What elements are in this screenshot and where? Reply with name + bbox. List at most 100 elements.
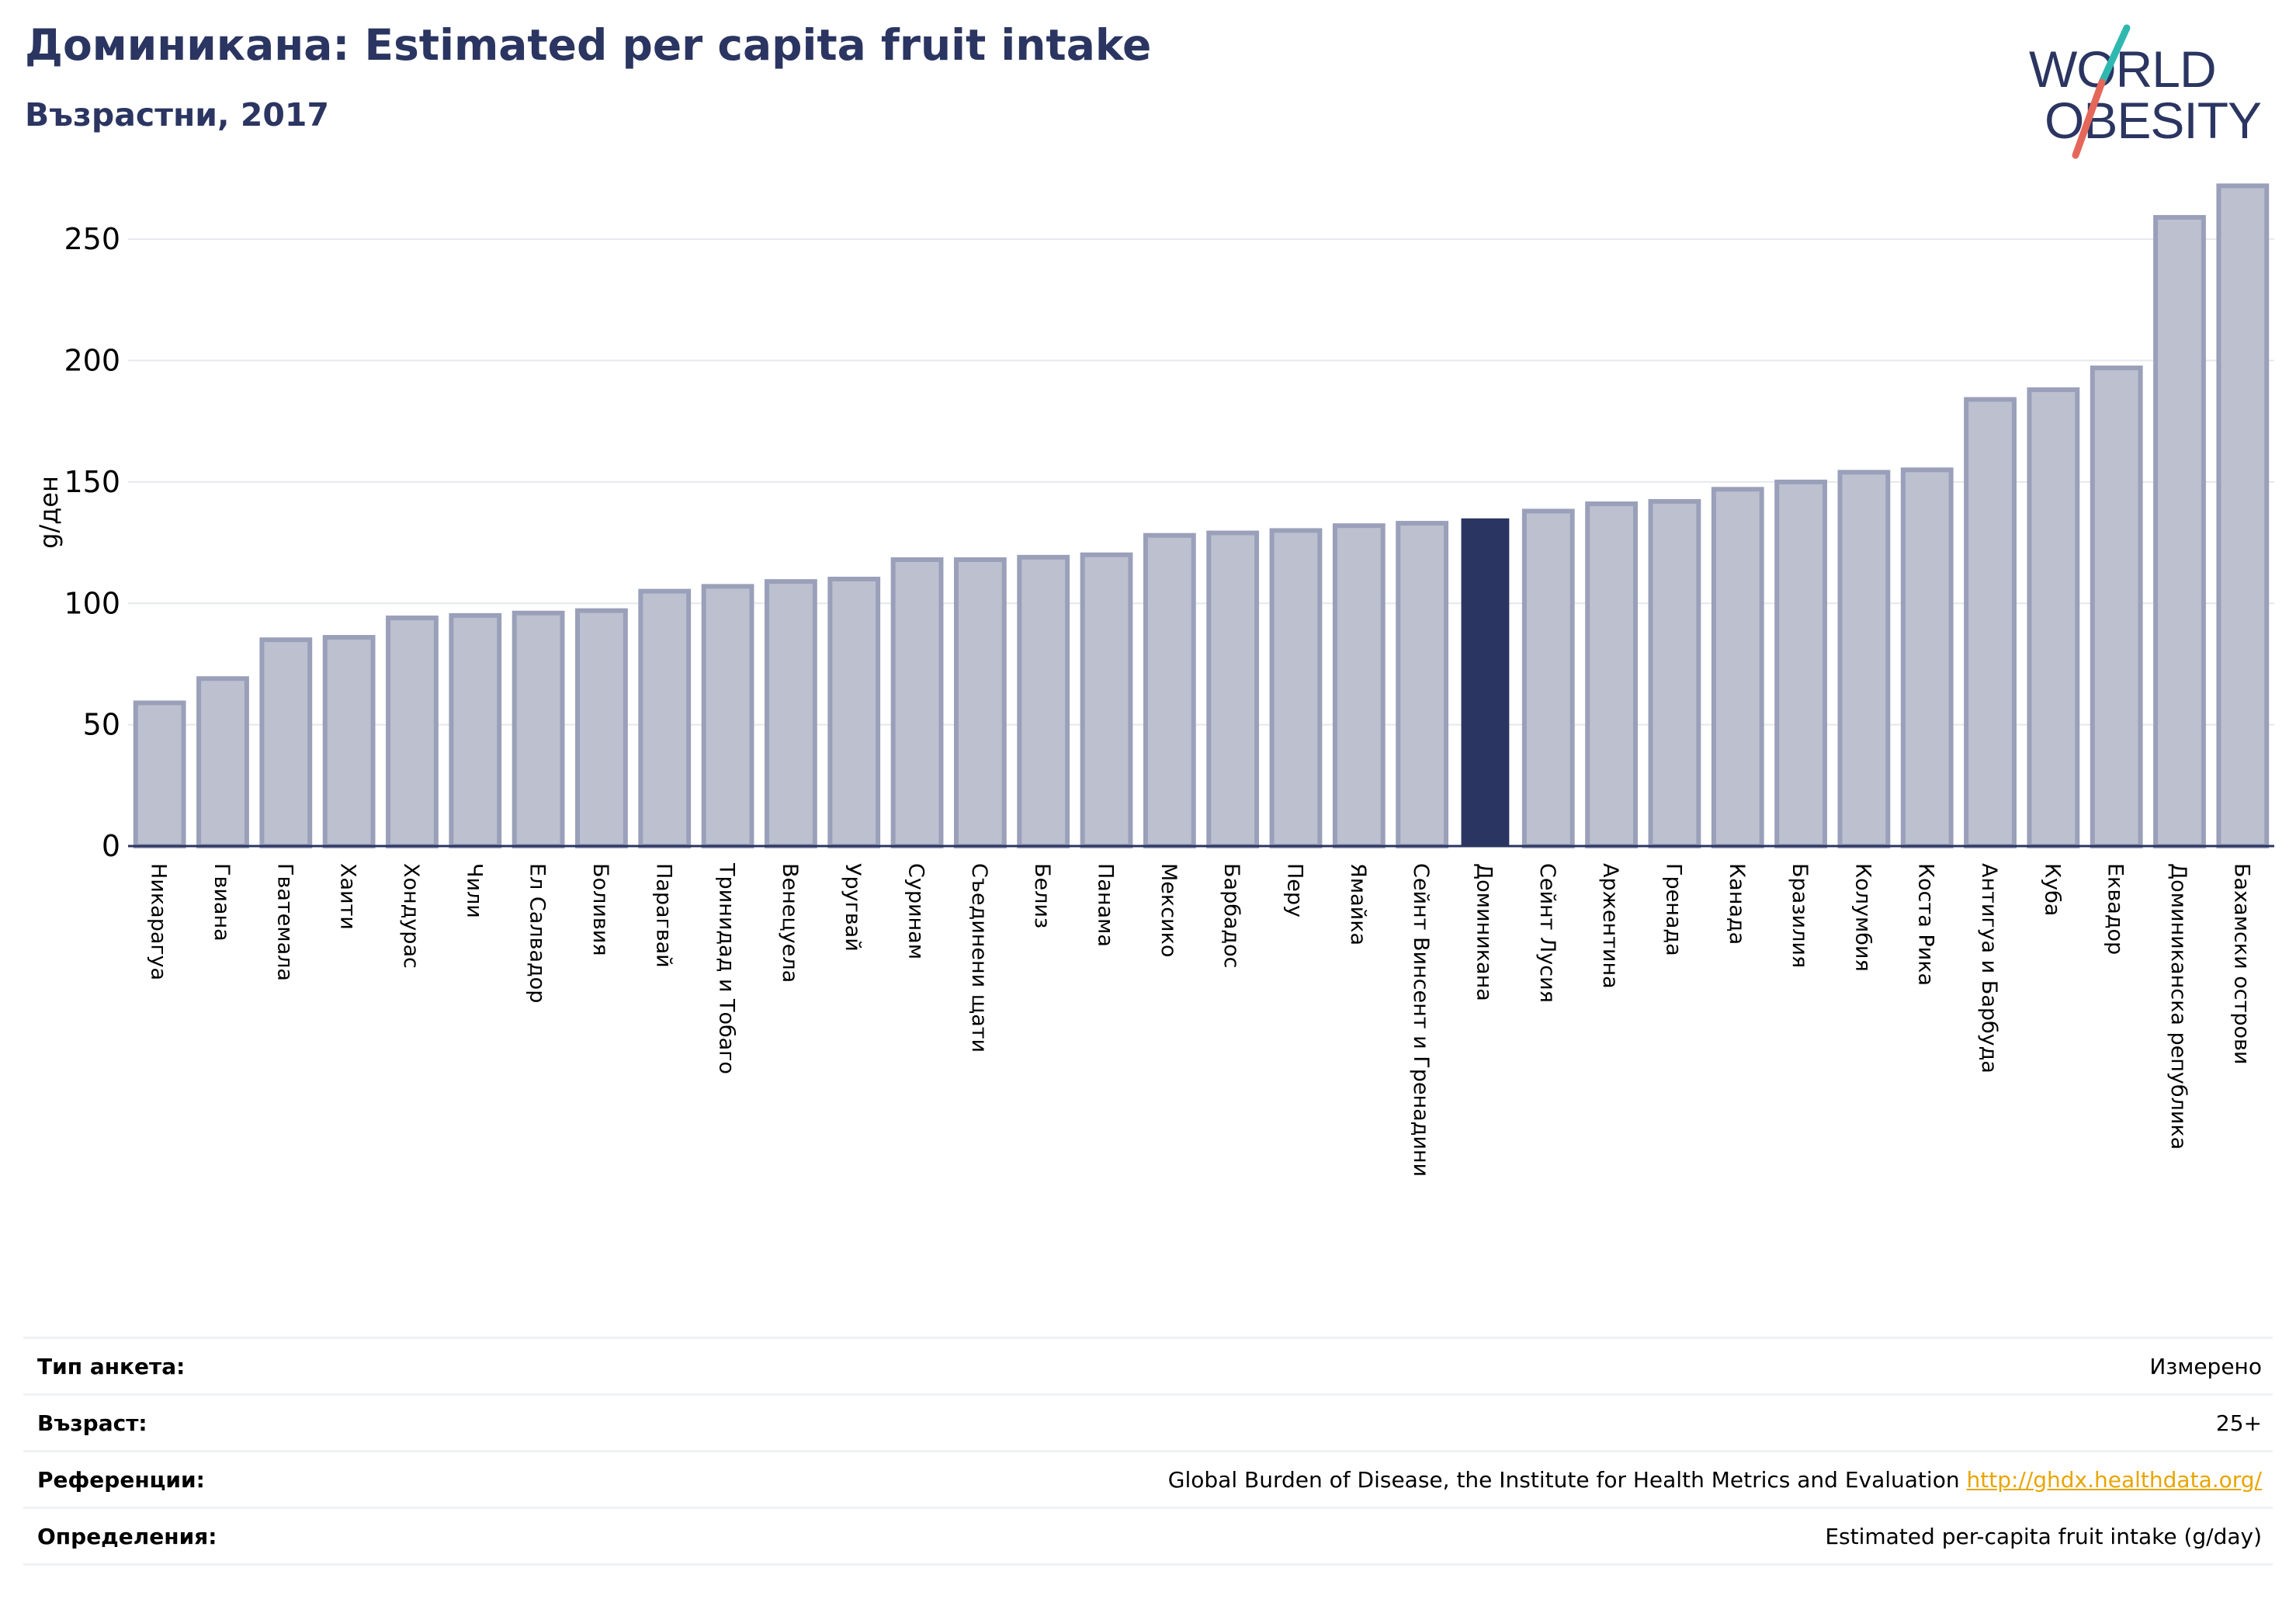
x-tick-label: Мексико (1157, 863, 1181, 957)
y-tick-label: 200 (64, 344, 120, 378)
bar[interactable] (1521, 508, 1575, 848)
x-tick-label: Панама (1094, 863, 1118, 947)
x-axis-ticks: Никарагуа Гвиана Гватемала Хаити Хондурас Чил… (147, 862, 2254, 1177)
bar[interactable] (953, 557, 1007, 848)
info-row: Тип анкета: Измерено (23, 1337, 2273, 1393)
bar[interactable] (1269, 528, 1323, 848)
info-label: Тип анкета: (37, 1353, 186, 1379)
x-tick-label: Съединени щати (967, 863, 991, 1053)
x-tick-label: Венецуела (778, 863, 802, 983)
info-label: Референции: (37, 1466, 205, 1493)
bar[interactable] (512, 610, 565, 848)
x-tick-label: Антигуа и Барбуда (1977, 863, 2001, 1074)
x-tick-label: Сейнт Винсент и Гренадини (1409, 863, 1433, 1177)
x-tick-label: Суринам (904, 863, 928, 959)
logo-line1: WORLD (2029, 40, 2216, 98)
x-tick-label: Боливия (588, 863, 612, 956)
x-tick-label: Бахамски острови (2229, 863, 2253, 1064)
x-tick-label: Аржентина (1598, 863, 1622, 989)
bar[interactable] (322, 635, 376, 849)
info-row: Възраст: 25+ (23, 1393, 2273, 1450)
x-tick-label: Куба (2040, 863, 2064, 916)
bar[interactable] (827, 577, 881, 848)
info-row: Определения: Estimated per-capita fruit i… (23, 1507, 2273, 1566)
bar[interactable] (1711, 487, 1764, 848)
x-tick-label: Гренада (1661, 863, 1685, 956)
info-value-text: Estimated per-capita fruit intake (g/day… (1825, 1523, 2262, 1549)
info-label: Възраст: (37, 1410, 147, 1436)
x-tick-label: Доминикана (1472, 863, 1496, 1001)
bar[interactable] (1143, 532, 1196, 849)
bar[interactable] (701, 584, 754, 849)
logo-slash-red (2072, 78, 2106, 159)
bar[interactable] (386, 616, 439, 848)
logo-slash-teal (2098, 24, 2131, 86)
x-tick-label: Сейнт Лусия (1535, 863, 1559, 1003)
bar[interactable] (1332, 523, 1386, 848)
y-tick-label: 250 (64, 222, 120, 256)
bar[interactable] (1585, 501, 1639, 849)
x-tick-label: Колумбия (1850, 863, 1875, 972)
bar[interactable] (133, 700, 186, 848)
chart-title: Доминикана: Estimated per capita fruit i… (25, 20, 1152, 70)
info-row: Референции: Global Burden of Disease, the… (23, 1450, 2273, 1507)
y-tick-label: 150 (64, 465, 120, 499)
info-label: Определения: (37, 1523, 217, 1549)
x-tick-label: Перу (1282, 863, 1306, 917)
bar[interactable] (890, 557, 944, 848)
x-tick-label: Хаити (336, 863, 360, 930)
bar-chart: 0 50 100 150 200 250 Никарагуа Гвиана Гватемала… (34, 183, 2274, 1177)
bar[interactable] (1964, 397, 2017, 848)
bar[interactable] (638, 588, 692, 848)
x-tick-label: Ел Салвадор (525, 863, 550, 1003)
bar[interactable] (1837, 470, 1891, 849)
bar[interactable] (1396, 521, 1449, 849)
info-value-text: 25+ (2215, 1410, 2262, 1436)
info-value: Global Burden of Disease, the Institute … (1168, 1467, 2273, 1493)
bar[interactable] (449, 612, 502, 849)
bar[interactable] (1648, 498, 1701, 848)
x-tick-label: Белиз (1030, 863, 1054, 928)
info-table: Тип анкета: Измерено Възраст: 25+ Референции… (23, 1337, 2273, 1566)
x-tick-label: Гватемала (272, 863, 297, 981)
reference-link[interactable]: http://ghdx.healthdata.org/ (1966, 1466, 2262, 1493)
x-tick-label: Бразилия (1788, 863, 1812, 968)
x-tick-label: Еквадор (2104, 863, 2128, 955)
x-tick-label: Ямайка (1346, 863, 1370, 945)
bar-highlighted[interactable] (1461, 518, 1510, 846)
bar[interactable] (764, 579, 817, 848)
x-tick-label: Хондурас (399, 863, 423, 969)
bar[interactable] (575, 608, 628, 848)
bar[interactable] (259, 637, 313, 848)
x-tick-label: Уругвай (841, 863, 865, 952)
bar[interactable] (1774, 479, 1827, 849)
y-tick-label: 100 (64, 586, 120, 620)
info-value-text: Измерено (2149, 1353, 2262, 1379)
bar[interactable] (1900, 467, 1954, 848)
bar[interactable] (2090, 365, 2143, 849)
x-tick-label: Парагвай (651, 863, 675, 968)
x-tick-label: Никарагуа (147, 863, 171, 980)
bar[interactable] (2027, 387, 2080, 848)
y-axis-ticks: 0 50 100 150 200 250 (64, 222, 120, 863)
bar[interactable] (196, 676, 249, 849)
bar[interactable] (2153, 215, 2206, 848)
x-tick-label: Барбадос (1219, 863, 1243, 968)
x-tick-label: Коста Рика (1914, 863, 1938, 986)
x-tick-label: Доминиканска република (2166, 863, 2190, 1150)
bar[interactable] (1080, 552, 1133, 849)
x-tick-label: Канада (1725, 863, 1749, 945)
bar[interactable] (1017, 554, 1070, 848)
bar[interactable] (1206, 530, 1260, 849)
info-value: 25+ (2216, 1410, 2273, 1436)
bars (133, 183, 2270, 849)
y-tick-label: 50 (83, 708, 120, 742)
chart-subtitle: Възрастни, 2017 (25, 96, 329, 134)
world-obesity-logo[interactable]: WORLD OBESITY (2018, 22, 2282, 161)
bar[interactable] (2216, 183, 2270, 848)
x-tick-label: Тринидад и Тобаго (715, 862, 739, 1074)
x-tick-label: Гвиана (210, 863, 234, 942)
y-axis-label: g/ден (34, 476, 64, 549)
info-value-text: Global Burden of Disease, the Institute … (1167, 1466, 1960, 1493)
y-tick-label: 0 (102, 829, 120, 863)
